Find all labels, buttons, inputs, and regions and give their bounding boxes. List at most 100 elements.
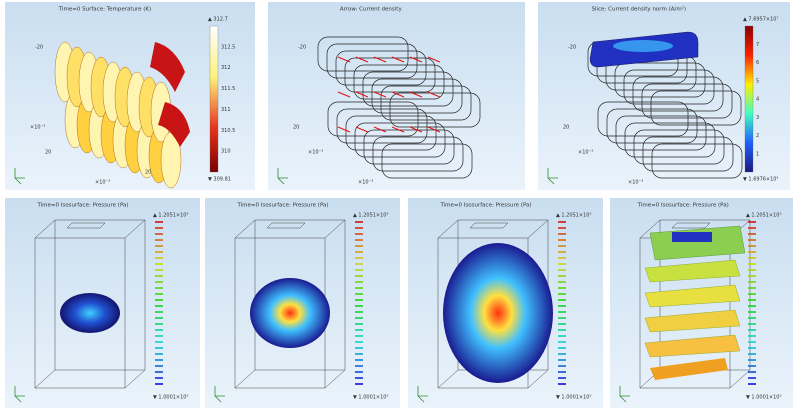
axis-label: ×10⁻³ [30,125,45,131]
colorbar-tick-label: 7 [756,42,759,48]
panel-title: Time=0 Isosurface: Pressure (Pa) [236,203,328,209]
panels: Time=0 Surface: Temperature (K) -20 20 ×10⁻… [5,2,793,408]
axis-label: 20 [45,150,51,156]
axis-label: ×10⁻³ [358,180,373,186]
colorbar-min: ▼ 1.0001×10⁵ [746,395,782,401]
panel: Time=0 Isosurface: Pressure (Pa) ▲ 1.2051… [610,198,793,408]
colorbar-max: ▲ 1.2051×10⁵ [556,213,592,219]
axis-label: ×10⁻³ [95,180,110,186]
isosurface [250,278,330,348]
axis-triad [14,386,25,403]
colorbar-min: ▼ 1.6976×10⁴ [743,177,779,183]
colorbar [209,25,219,173]
axis-triad [619,386,630,403]
panel-title: Slice: Current density norm (A/m²) [592,6,686,13]
panel-title: Time=0 Isosurface: Pressure (Pa) [439,203,531,209]
current-arrow [337,91,351,98]
current-arrow [337,56,351,63]
colorbar-tick-label: 4 [756,97,759,103]
axis-label: ×10⁻³ [578,150,593,156]
axis-triad [214,386,225,403]
coil-wire [317,36,409,72]
coil-wire [614,62,706,98]
panel-background [268,2,525,190]
current-hotspot [613,40,673,52]
colorbar-max: ▲ 1.2051×10⁵ [353,213,389,219]
current-arrow [391,91,405,98]
axis-label: 20 [563,125,569,131]
panel-title: Time=0 Isosurface: Pressure (Pa) [637,203,729,209]
colorbar-tick-label: 311.5 [221,86,235,92]
coil-wire [641,83,733,119]
coil-wire [650,90,742,126]
colorbar-tick-label: 310.5 [221,128,235,134]
current-arrow [337,126,351,133]
colorbar-max: ▲ 312.7 [208,17,228,23]
current-arrow [373,56,387,63]
isosurface-inlet [672,232,712,242]
colorbar [744,25,754,173]
domain-box [34,219,146,389]
axis-label: ×10⁻³ [628,180,643,186]
coil-wire [642,136,734,172]
colorbar-min: ▼ 1.0001×10⁵ [153,395,189,401]
coil-wire [345,115,437,151]
panel: Slice: Current density norm (A/m²) -20 ×10… [538,2,790,190]
coil-wire [632,76,724,112]
axis-triad [547,168,558,185]
coil-wire [354,122,446,158]
panel-title: Arrow: Current density [340,7,403,13]
coil-wire [606,108,698,144]
coil-wire [633,129,725,165]
coil-wire [624,122,716,158]
coil-wire [381,143,473,179]
current-arrow [391,126,405,133]
panel: Time=0 Isosurface: Pressure (Pa) ▲ 1.2051… [205,198,400,408]
domain-box [234,219,346,389]
colorbar-max: ▲ 7.6957×10⁷ [743,17,779,23]
colorbar-min: ▼ 1.0001×10⁵ [353,395,389,401]
panel-title: Time=0 Isosurface: Pressure (Pa) [36,203,128,209]
current-arrow [427,56,441,63]
isosurface-layer [644,309,741,333]
coil-wire [344,57,436,93]
panel: Time=0 Isosurface: Pressure (Pa) ▲ 1.2051… [5,198,200,408]
domain-box [437,219,549,389]
coil-wire [597,101,689,137]
coil-wire [623,69,715,105]
current-arrow [391,56,405,63]
current-arrow [409,56,423,63]
coil-wire [335,50,427,86]
coil-wire [353,64,445,100]
colorbar-tick-label: 3 [756,115,759,121]
colorbar-tick-label: 5 [756,78,759,84]
coil-wire [389,92,481,128]
coil-wire [363,129,455,165]
panel: Time=0 Isosurface: Pressure (Pa) ▲ 1.2051… [408,198,603,408]
coil-wire [362,71,454,107]
colorbar-tick-label: 312.5 [221,44,235,50]
colorbar-tick-label: 310 [221,149,231,155]
colorbar-max: ▲ 1.2051×10⁵ [746,213,782,219]
coil-wire [372,136,464,172]
isosurface-layer [644,334,741,358]
axis-label: ×10⁻³ [308,150,323,156]
colorbar-tick-label: 6 [756,60,759,66]
coil-wire [615,115,707,151]
axis-triad [14,168,25,185]
panel: Time=0 Surface: Temperature (K) -20 20 ×10⁻… [5,2,255,190]
hot-ends [150,42,190,147]
current-arrow [355,91,369,98]
isosurface-layer [644,284,741,308]
axis-label: 20 [293,125,299,131]
current-arrow [373,126,387,133]
inlet [671,222,711,229]
colorbar-tick-label: 312 [221,65,231,71]
inlet [266,222,306,229]
isosurface [60,293,120,333]
colorbar-tick-label: 1 [756,151,759,157]
isosurface [443,243,553,383]
current-arrow [427,91,441,98]
current-arrow [409,126,423,133]
